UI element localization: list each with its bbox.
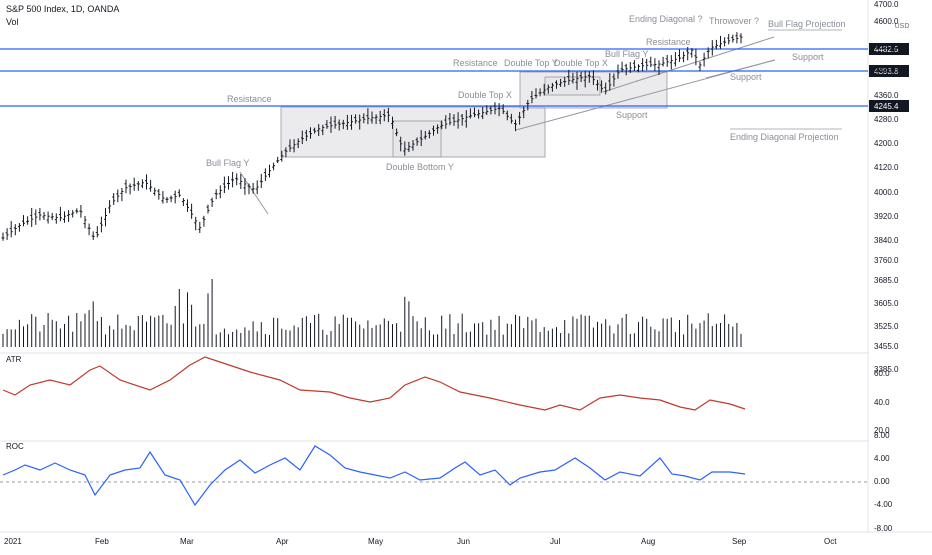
annotation-resistance-left: Resistance xyxy=(227,94,272,104)
currency-label: USD xyxy=(895,23,910,30)
time-tick-label: Feb xyxy=(95,537,109,546)
price-tick-label: 3605.0 xyxy=(874,299,899,308)
price-tick-label: 4440.0 xyxy=(874,66,899,75)
roc-line xyxy=(2,445,746,507)
time-tick-label: Aug xyxy=(641,537,655,546)
atr-tick-label: 20.0 xyxy=(874,426,890,435)
price-tick-label: 3840.0 xyxy=(874,236,899,245)
atr-tick-label: 60.0 xyxy=(874,369,890,378)
atr-tick-label: 40.0 xyxy=(874,398,890,407)
annotation-double-top-x-left: Double Top X xyxy=(458,90,512,100)
roc-tick-label: 8.00 xyxy=(874,431,890,440)
trend-line xyxy=(705,59,776,79)
trend-line xyxy=(239,171,269,215)
price-level-tag-label: 4245.4 xyxy=(874,102,899,111)
candlestick-series xyxy=(1,32,743,241)
price-tick-label: 3685.0 xyxy=(874,276,899,285)
price-levels: 4482.5 4393.8 4245.4 xyxy=(0,43,909,112)
price-tick-label: 3455.0 xyxy=(874,342,899,351)
price-tick-label: 4360.0 xyxy=(874,91,899,100)
annotation-support-right2: Support xyxy=(730,72,762,82)
trend-line xyxy=(602,36,775,93)
annotation-ending-diagonal: Ending Diagonal ? xyxy=(629,14,703,24)
price-tick-label: 3525.0 xyxy=(874,322,899,331)
price-tick-label: 4700.0 xyxy=(874,0,899,9)
annotation-bull-flag-y-left: Bull Flag Y xyxy=(206,158,249,168)
annotation-support-bottom: Support xyxy=(616,110,648,120)
price-level-tag xyxy=(869,43,909,55)
price-level-tag xyxy=(869,65,909,77)
annotation-throwover: Throwover ? xyxy=(709,16,759,26)
annotation-resistance-mid: Resistance xyxy=(453,58,498,68)
roc-label: ROC xyxy=(6,442,24,451)
chart-title: S&P 500 Index, 1D, OANDA xyxy=(6,4,119,14)
annotation-double-top-y-top: Double Top Y xyxy=(504,58,558,68)
atr-panel: 60.0 40.0 20.0 xyxy=(0,352,890,435)
price-level-tag-label: 4393.8 xyxy=(874,67,899,76)
roc-panel: 8.00 4.00 0.00 -4.00 -8.00 xyxy=(0,431,893,533)
roc-tick-label: 0.00 xyxy=(874,477,890,486)
time-tick-label: 2021 xyxy=(4,537,22,546)
roc-tick-label: 4.00 xyxy=(874,454,890,463)
trend-lines xyxy=(239,36,776,215)
price-tick-label: 3920.0 xyxy=(874,212,899,221)
volume-series xyxy=(2,278,742,347)
time-tick-label: Jun xyxy=(457,537,470,546)
time-axis: 2021 Feb Mar Apr May Jun Jul Aug Sep Oct xyxy=(4,537,837,546)
price-level-tag-label: 4482.5 xyxy=(874,45,899,54)
time-tick-label: Apr xyxy=(276,537,289,546)
price-tick-label: 4000.0 xyxy=(874,188,899,197)
roc-tick-label: -4.00 xyxy=(874,500,893,509)
time-tick-label: May xyxy=(368,537,383,546)
time-tick-label: Jul xyxy=(550,537,560,546)
price-axis: 4700.0 4600.0 4520.0 4440.0 4360.0 4280.0 4200… xyxy=(874,0,899,374)
annotation-support-right1: Support xyxy=(792,52,824,62)
time-tick-label: Oct xyxy=(824,537,837,546)
annotation-bull-flag-projection: Bull Flag Projection xyxy=(768,19,846,29)
price-tick-label: 3385.0 xyxy=(874,365,899,374)
price-tick-label: 3760.0 xyxy=(874,256,899,265)
annotation-double-top-x-top: Double Top X xyxy=(554,58,608,68)
annotation-bull-flag-y-top: Bull Flag Y xyxy=(605,49,648,59)
price-tick-label: 4120.0 xyxy=(874,163,899,172)
atr-label: ATR xyxy=(6,355,22,364)
price-level-tag xyxy=(869,100,909,112)
time-tick-label: Sep xyxy=(732,537,747,546)
time-tick-label: Mar xyxy=(180,537,194,546)
price-tick-label: 4600.0 xyxy=(874,17,899,26)
vol-label: Vol xyxy=(6,17,19,27)
price-tick-label: 4280.0 xyxy=(874,115,899,124)
annotation-resistance-top: Resistance xyxy=(646,37,691,47)
price-tick-label: 4520.0 xyxy=(874,42,899,51)
annotation-double-bottom-y: Double Bottom Y xyxy=(386,162,454,172)
annotation-ending-diagonal-projection: Ending Diagonal Projection xyxy=(730,132,839,142)
atr-line xyxy=(2,356,746,411)
roc-tick-label: -8.00 xyxy=(874,524,893,533)
price-tick-label: 4200.0 xyxy=(874,139,899,148)
